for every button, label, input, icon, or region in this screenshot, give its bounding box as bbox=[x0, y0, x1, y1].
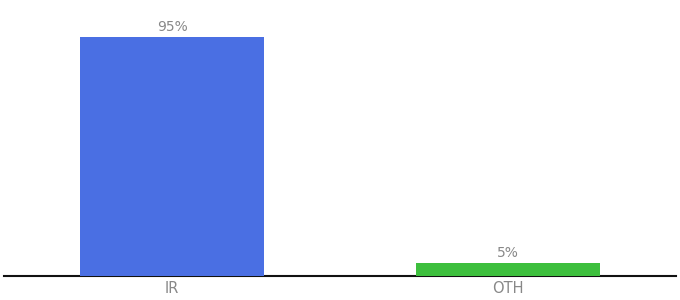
Text: 5%: 5% bbox=[497, 246, 519, 260]
Bar bbox=[80, 37, 265, 276]
Bar bbox=[415, 263, 600, 276]
Text: 95%: 95% bbox=[156, 20, 188, 34]
